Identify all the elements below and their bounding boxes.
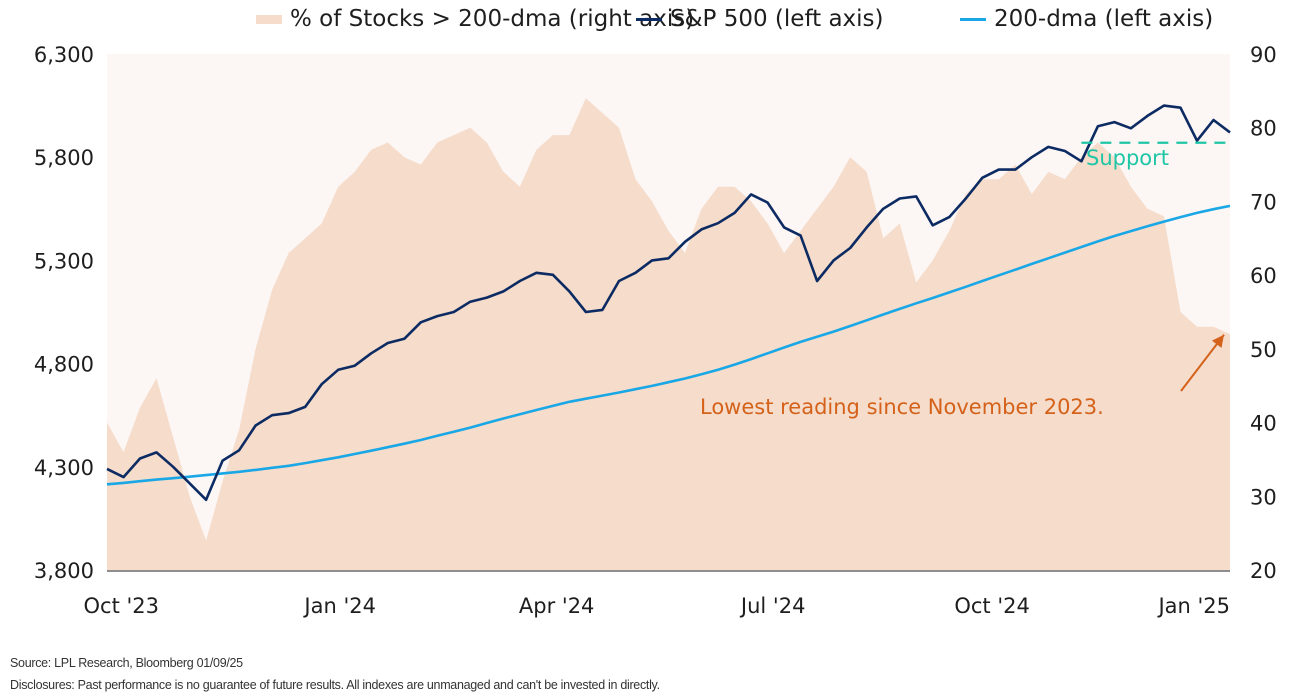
y-right-tick-label: 30: [1250, 485, 1277, 509]
y-right-tick-label: 20: [1250, 559, 1277, 583]
y-left-tick-label: 4,800: [34, 353, 94, 377]
y-right-tick-label: 90: [1250, 43, 1277, 67]
y-left-tick-label: 3,800: [34, 559, 94, 583]
disclosures-note: Disclosures: Past performance is no guar…: [10, 678, 660, 692]
x-tick-label: Apr '24: [519, 594, 595, 618]
legend-swatch-line: [636, 17, 662, 21]
y-right-tick-label: 40: [1250, 412, 1277, 436]
chart-canvas: 3,800 4,300 4,800 5,300 5,800 6,300 20 30 40 50 60…: [34, 43, 1277, 618]
chart-legend: % of Stocks > 200-dma (right axis) S&P 5…: [0, 4, 1289, 40]
line-layer: [106, 104, 1231, 502]
support-label: Support: [1086, 146, 1169, 170]
legend-label: S&P 500 (left axis): [670, 6, 884, 32]
x-tick-label: Jul '24: [739, 594, 806, 618]
y-right-tick-label: 70: [1250, 190, 1277, 214]
legend-item-pct-stocks: % of Stocks > 200-dma (right axis): [256, 6, 694, 32]
y-right-tick-label: 50: [1250, 338, 1277, 362]
y-right-tick-label: 60: [1250, 264, 1277, 288]
y-left-tick-label: 5,300: [34, 249, 94, 273]
x-tick-label: Oct '24: [954, 594, 1029, 618]
legend-swatch-line: [960, 17, 986, 21]
legend-item-200dma: 200-dma (left axis): [960, 6, 1213, 32]
legend-swatch-area: [256, 14, 282, 24]
area-pct-stocks-above-200dma: [107, 98, 1230, 570]
x-tick-label: Jan '24: [302, 594, 376, 618]
annotation-arrow-head: [1211, 334, 1224, 348]
legend-item-sp500: S&P 500 (left axis): [636, 6, 884, 32]
axis-layer: 3,800 4,300 4,800 5,300 5,800 6,300 20 30 40 50 60…: [34, 43, 1277, 618]
y-left-tick-label: 4,300: [34, 456, 94, 480]
y-left-tick-label: 5,800: [34, 146, 94, 170]
annotation-layer: Support Lowest reading since November 202…: [700, 141, 1230, 419]
x-tick-label: Oct '23: [84, 594, 159, 618]
y-right-tick-label: 80: [1250, 117, 1277, 141]
legend-label: 200-dma (left axis): [994, 6, 1214, 32]
y-left-tick-label: 6,300: [34, 43, 94, 67]
area-layer: [107, 98, 1230, 570]
x-tick-label: Jan '25: [1156, 594, 1230, 618]
lowest-reading-annotation: Lowest reading since November 2023.: [700, 395, 1104, 419]
source-note: Source: LPL Research, Bloomberg 01/09/25: [10, 656, 243, 670]
legend-label: % of Stocks > 200-dma (right axis): [290, 6, 695, 32]
